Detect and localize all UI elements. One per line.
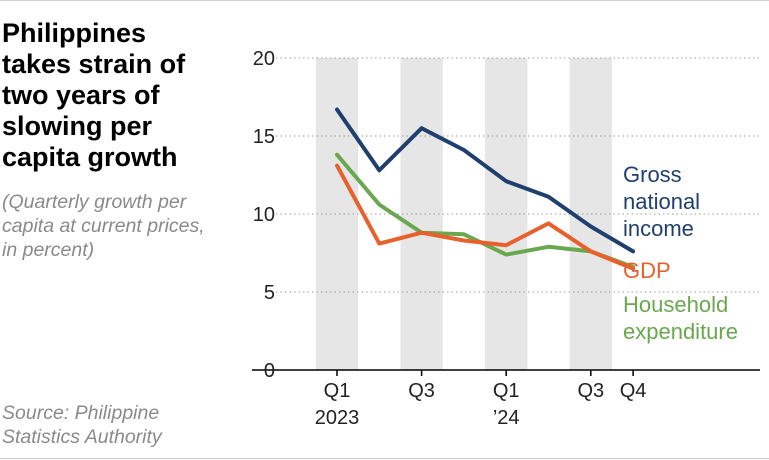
y-tick-label: 20 (253, 48, 275, 70)
series-line-gross-national-income (335, 107, 636, 254)
top-rule (0, 0, 769, 1)
series-label-gross-national-income: income (623, 216, 694, 241)
y-tick-label: 5 (264, 282, 275, 304)
chart-subtitle: (Quarterly growth per capita at current … (2, 191, 205, 261)
y-tick-label: 15 (253, 126, 275, 148)
series-label-gross-national-income: Gross (623, 162, 682, 187)
chart-source: Source: Philippine Statistics Authority (2, 402, 162, 448)
series-label-household-expenditure: expenditure (623, 319, 738, 344)
series-line-gdp (335, 163, 636, 271)
x-tick-label-year: ’24 (493, 407, 520, 429)
bottom-rule (0, 458, 769, 459)
x-tick-label: Q1 (493, 380, 520, 402)
series-label-household-expenditure: Household (623, 292, 728, 317)
x-tick-label: Q3 (577, 380, 604, 402)
chart-title: Philippines takes strain of two years of… (2, 18, 186, 172)
y-tick-label: 10 (253, 204, 275, 226)
x-tick-label-year: 2023 (315, 407, 360, 429)
x-tick-label: Q3 (408, 380, 435, 402)
series-label-gdp: GDP (623, 258, 671, 283)
x-tick-label: Q1 (324, 380, 351, 402)
x-tick-label: Q4 (620, 380, 647, 402)
series-label-gross-national-income: national (623, 189, 700, 214)
y-tick-label: 0 (264, 360, 275, 382)
